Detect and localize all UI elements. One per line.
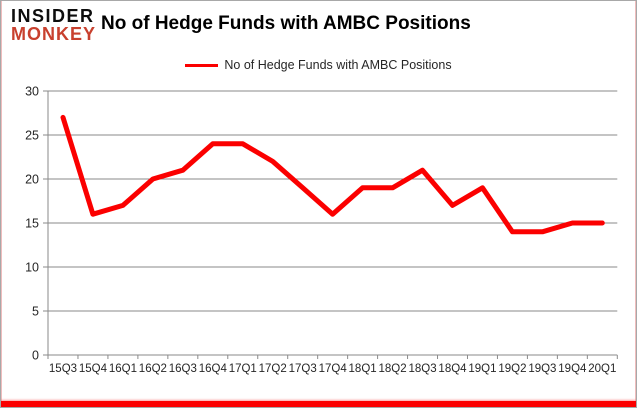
x-tick-label: 18Q3 (408, 363, 436, 375)
y-tick-label: 5 (32, 305, 39, 319)
y-tick-label: 10 (25, 261, 39, 275)
chart-header: INSIDER MONKEY No of Hedge Funds with AM… (11, 6, 471, 44)
logo-text-monkey: MONKEY (11, 23, 97, 44)
legend-line-sample (185, 63, 219, 67)
x-tick-label: 19Q4 (558, 363, 587, 375)
x-tick-label: 18Q2 (379, 363, 407, 375)
x-tick-label: 17Q4 (319, 363, 348, 375)
x-tick-label: 16Q3 (169, 363, 197, 375)
x-tick-label: 18Q1 (349, 363, 377, 375)
y-tick-label: 15 (25, 217, 39, 231)
y-tick-label: 0 (32, 349, 39, 363)
logo-text-insider: INSIDER (11, 6, 95, 26)
page-title: No of Hedge Funds with AMBC Positions (101, 12, 471, 34)
series-line (60, 114, 605, 235)
x-tick-label: 17Q1 (229, 363, 257, 375)
x-tick-label: 19Q3 (528, 363, 556, 375)
x-tick-label: 16Q4 (199, 363, 228, 375)
y-tick-label: 20 (25, 173, 39, 187)
insider-monkey-logo: INSIDER MONKEY (11, 6, 97, 44)
x-tick-label: 20Q1 (588, 363, 616, 375)
x-tick-label: 17Q2 (259, 363, 287, 375)
x-tick-label: 16Q1 (109, 363, 137, 375)
x-tick-label: 15Q3 (49, 363, 77, 375)
y-tick-label: 25 (25, 129, 39, 143)
x-tick-label: 19Q1 (468, 363, 496, 375)
x-tick-label: 19Q2 (498, 363, 526, 375)
x-tick-label: 17Q3 (289, 363, 317, 375)
chart-legend: No of Hedge Funds with AMBC Positions (1, 58, 636, 72)
x-tick-label: 16Q2 (139, 363, 167, 375)
x-tick-label: 15Q4 (79, 363, 108, 375)
bottom-red-bar (1, 401, 636, 407)
legend-label: No of Hedge Funds with AMBC Positions (224, 58, 452, 72)
x-tick-label: 18Q4 (438, 363, 467, 375)
y-tick-label: 30 (25, 85, 39, 99)
